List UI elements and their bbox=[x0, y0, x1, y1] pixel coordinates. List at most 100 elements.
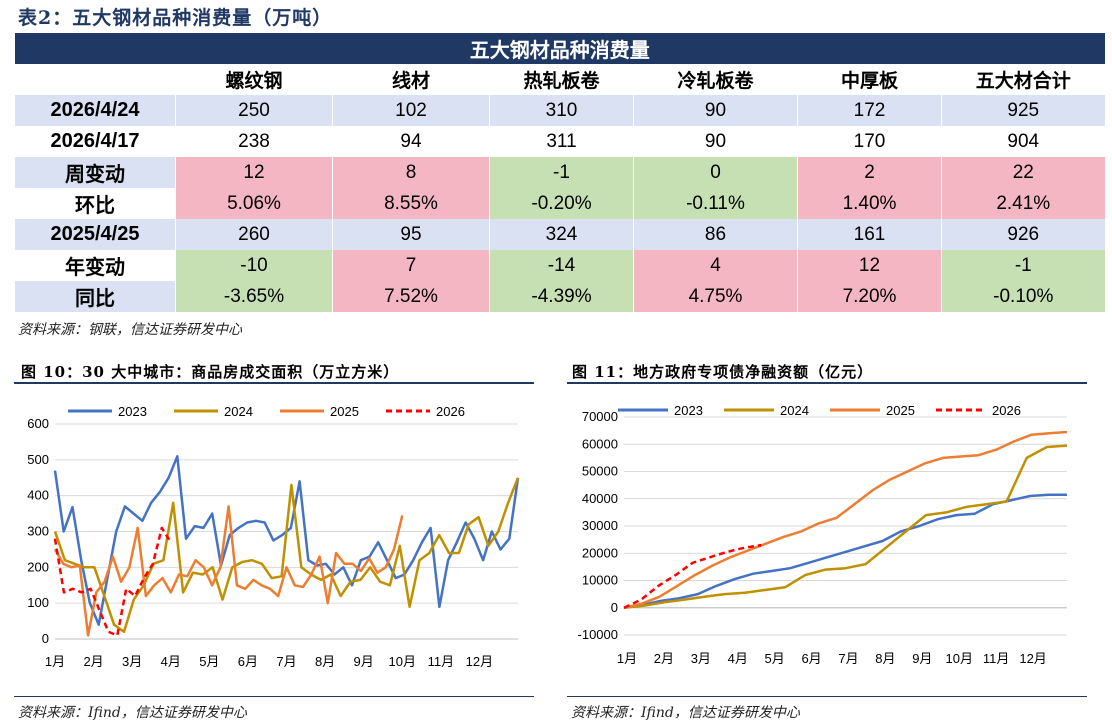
table-cell: -3.65% bbox=[175, 281, 333, 312]
x-tick-label: 7月 bbox=[276, 654, 296, 669]
y-tick-label: 10000 bbox=[582, 573, 618, 588]
chart10-title-rule bbox=[14, 382, 534, 384]
row-label: 2026/4/17 bbox=[14, 126, 176, 157]
column-header: 中厚板 bbox=[797, 64, 942, 95]
chart10-title: 图 10：30 大中城市：商品房成交面积（万立方米） bbox=[21, 363, 400, 381]
y-tick-label: 400 bbox=[27, 488, 49, 503]
table-cell: 260 bbox=[175, 219, 333, 250]
x-tick-label: 4月 bbox=[161, 654, 181, 669]
table-cell: 94 bbox=[332, 126, 490, 157]
table-row: 周变动 12 8 -1 0 2 22 bbox=[14, 157, 1105, 188]
x-tick-label: 9月 bbox=[912, 651, 932, 666]
table-row: 同比 -3.65% 7.52% -4.39% 4.75% 7.20% -0.10% bbox=[14, 281, 1105, 312]
table-cell: 172 bbox=[797, 95, 942, 126]
table-cell: -10 bbox=[175, 250, 333, 281]
table-cell: 95 bbox=[332, 219, 490, 250]
table-cell: 22 bbox=[940, 157, 1105, 188]
x-tick-label: 2月 bbox=[654, 651, 674, 666]
table-cell: 4.75% bbox=[633, 281, 798, 312]
x-tick-label: 9月 bbox=[354, 654, 374, 669]
series-line-2024 bbox=[53, 477, 520, 634]
y-tick-label: 200 bbox=[27, 559, 49, 574]
table-row: 环比 5.06% 8.55% -0.20% -0.11% 1.40% 2.41% bbox=[14, 188, 1105, 219]
x-tick-label: 1月 bbox=[617, 651, 637, 666]
x-tick-label: 1月 bbox=[45, 654, 65, 669]
y-tick-label: 0 bbox=[42, 631, 49, 646]
table-cell: 8 bbox=[332, 157, 490, 188]
column-header: 线材 bbox=[332, 64, 490, 95]
table-cell: -0.20% bbox=[489, 188, 634, 219]
chart11-bottom-rule bbox=[567, 696, 1087, 697]
column-header: 五大材合计 bbox=[940, 64, 1105, 95]
y-tick-label: 600 bbox=[27, 416, 49, 431]
series-line-2025 bbox=[623, 430, 1068, 610]
table-cell: 161 bbox=[797, 219, 942, 250]
table-cell: 7.52% bbox=[332, 281, 490, 312]
row-label: 2025/4/25 bbox=[14, 219, 176, 250]
x-tick-label: 10月 bbox=[946, 651, 973, 666]
table-cell: 8.55% bbox=[332, 188, 490, 219]
y-tick-label: 60000 bbox=[582, 436, 618, 451]
table-row: 2025/4/25 260 95 324 86 161 926 bbox=[14, 219, 1105, 250]
legend-label: 2026 bbox=[436, 404, 465, 419]
chart11-title-rule bbox=[567, 382, 1087, 384]
table-cell: 250 bbox=[175, 95, 333, 126]
legend-label: 2025 bbox=[330, 404, 359, 419]
y-tick-label: 70000 bbox=[582, 409, 618, 424]
table-cell: -14 bbox=[489, 250, 634, 281]
table-cell: 2 bbox=[797, 157, 942, 188]
table-cell: 86 bbox=[633, 219, 798, 250]
x-tick-label: 6月 bbox=[238, 654, 258, 669]
y-tick-label: 300 bbox=[27, 524, 49, 539]
chart10-source: 资料来源：Ifind，信达证券研发中心 bbox=[18, 705, 247, 721]
table-cell: 7.20% bbox=[797, 281, 942, 312]
y-tick-label: 0 bbox=[611, 600, 618, 615]
chart11-source: 资料来源：Ifind，信达证券研发中心 bbox=[571, 705, 800, 721]
table-cell: 5.06% bbox=[175, 188, 333, 219]
chart10: 0 100 200 300 400 500 600 1月 2月 3月 4月 5月 6月 7月 8月 9月 10月… bbox=[27, 404, 520, 669]
table-cell: 90 bbox=[633, 126, 798, 157]
x-tick-label: 4月 bbox=[728, 651, 748, 666]
table-cell: 0 bbox=[633, 157, 798, 188]
row-label: 2026/4/24 bbox=[14, 95, 176, 126]
table-banner: 五大钢材品种消费量 bbox=[13, 33, 1105, 64]
chart10-bottom-rule bbox=[14, 696, 534, 697]
column-header: 冷轧板卷 bbox=[633, 64, 798, 95]
y-tick-label: -10000 bbox=[578, 627, 618, 642]
table-cell: 926 bbox=[940, 219, 1105, 250]
header-blank bbox=[14, 64, 176, 95]
y-tick-label: 50000 bbox=[582, 464, 618, 479]
row-label: 环比 bbox=[14, 188, 176, 219]
table-cell: -1 bbox=[940, 250, 1105, 281]
table-cell: 12 bbox=[175, 157, 333, 188]
legend-label: 2025 bbox=[886, 403, 915, 418]
table-cell: 238 bbox=[175, 126, 333, 157]
table-cell: 12 bbox=[797, 250, 942, 281]
legend-label: 2024 bbox=[780, 403, 809, 418]
x-tick-label: 8月 bbox=[875, 651, 895, 666]
column-header: 热轧板卷 bbox=[489, 64, 634, 95]
column-header: 螺纹钢 bbox=[175, 64, 333, 95]
table-cell: 2.41% bbox=[940, 188, 1105, 219]
row-label: 周变动 bbox=[14, 157, 176, 188]
x-tick-label: 10月 bbox=[389, 654, 416, 669]
row-label: 同比 bbox=[14, 281, 176, 312]
series-line-2024 bbox=[623, 444, 1068, 610]
chart11: -10000 0 10000 20000 30000 40000 50000 60000 700… bbox=[578, 403, 1068, 666]
table-cell: 310 bbox=[489, 95, 634, 126]
table-cell: 904 bbox=[940, 126, 1105, 157]
row-label: 年变动 bbox=[14, 250, 176, 281]
table-row: 年变动 -10 7 -14 4 12 -1 bbox=[14, 250, 1105, 281]
table-cell: 925 bbox=[940, 95, 1105, 126]
y-tick-label: 20000 bbox=[582, 545, 618, 560]
y-tick-label: 30000 bbox=[582, 518, 618, 533]
series-line-2025 bbox=[53, 505, 404, 637]
x-tick-label: 5月 bbox=[765, 651, 785, 666]
y-tick-label: 40000 bbox=[582, 491, 618, 506]
table-body: 2026/4/24 250 102 310 90 172 925 2026/4/17 238 94… bbox=[14, 95, 1105, 312]
x-tick-label: 2月 bbox=[83, 654, 103, 669]
table-cell: -1 bbox=[489, 157, 634, 188]
table-cell: 324 bbox=[489, 219, 634, 250]
table-cell: -0.11% bbox=[633, 188, 798, 219]
table-header-row: 螺纹钢 线材 热轧板卷 冷轧板卷 中厚板 五大材合计 bbox=[14, 64, 1105, 95]
